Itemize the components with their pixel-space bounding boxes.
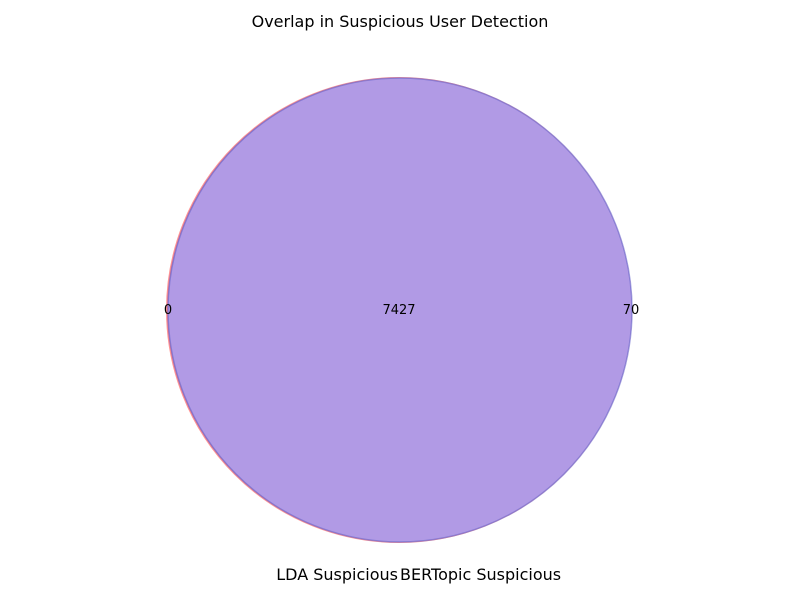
- only-lda-count: 0: [164, 303, 172, 318]
- bertopic-set-label: BERTopic Suspicious: [400, 565, 561, 584]
- lda-set-label: LDA Suspicious: [276, 565, 398, 584]
- only-bertopic-count: 70: [623, 303, 640, 318]
- chart-title: Overlap in Suspicious User Detection: [252, 12, 549, 31]
- intersection-count: 7427: [382, 303, 415, 318]
- lda-set-circle: [167, 77, 633, 543]
